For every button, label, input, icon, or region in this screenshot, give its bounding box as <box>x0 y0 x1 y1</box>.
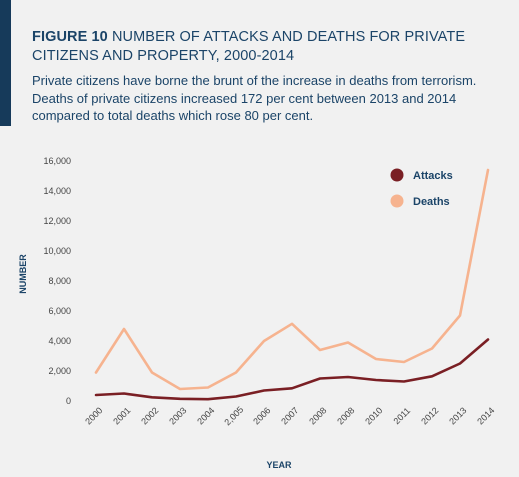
x-tick-label: 2003 <box>167 405 188 426</box>
x-tick-label: 2008 <box>307 405 328 426</box>
y-tick-label: 0 <box>66 396 71 406</box>
figure-label: FIGURE 10 <box>32 29 108 45</box>
figure-subtitle: Private citizens have borne the brunt of… <box>32 73 477 123</box>
x-tick-label: 2006 <box>251 405 272 426</box>
series-lines <box>94 168 490 401</box>
legend-label-attacks: Attacks <box>413 170 453 182</box>
x-tick-label: 2012 <box>419 405 440 426</box>
x-tick-label: 2002 <box>139 405 160 426</box>
y-tick-label: 10,000 <box>43 246 71 256</box>
x-tick-label: 2000 <box>83 405 104 426</box>
x-tick-label: 2008 <box>335 405 356 426</box>
y-tick-label: 16,000 <box>43 156 71 166</box>
y-axis-ticks: 0 2,000 4,000 6,000 8,000 10,000 12,000 14,000 1… <box>43 156 71 406</box>
x-axis-ticks: 2000 2001 2002 2003 2004 2,005 2006 2007 2008 200… <box>83 404 496 427</box>
series-line-deaths <box>94 168 490 391</box>
y-tick-label: 14,000 <box>43 186 71 196</box>
legend-marker-attacks <box>390 168 404 182</box>
y-tick-label: 6,000 <box>48 306 71 316</box>
x-tick-label: 2013 <box>447 405 468 426</box>
y-axis-title: NUMBER <box>18 254 28 294</box>
x-tick-label: 2001 <box>111 405 132 426</box>
legend-marker-deaths <box>390 194 404 208</box>
y-tick-label: 2,000 <box>48 366 71 376</box>
x-tick-label: 2014 <box>475 405 496 426</box>
x-tick-label: 2007 <box>279 405 300 426</box>
x-tick-label: 2010 <box>363 405 384 426</box>
y-tick-label: 12,000 <box>43 216 71 226</box>
figure-title-text: NUMBER OF ATTACKS AND DEATHS FOR PRIVATE… <box>32 29 466 64</box>
x-tick-label: 2,005 <box>222 404 245 427</box>
legend: Attacks Deaths <box>390 168 453 208</box>
accent-bar <box>0 0 11 126</box>
x-tick-label: 2011 <box>391 405 412 426</box>
x-tick-label: 2004 <box>195 405 216 426</box>
y-tick-label: 4,000 <box>48 336 71 346</box>
series-line-attacks <box>94 338 490 401</box>
y-tick-label: 8,000 <box>48 276 71 286</box>
legend-label-deaths: Deaths <box>413 196 450 208</box>
x-axis-title: YEAR <box>266 460 292 470</box>
figure-title: FIGURE 10 NUMBER OF ATTACKS AND DEATHS F… <box>32 28 502 66</box>
